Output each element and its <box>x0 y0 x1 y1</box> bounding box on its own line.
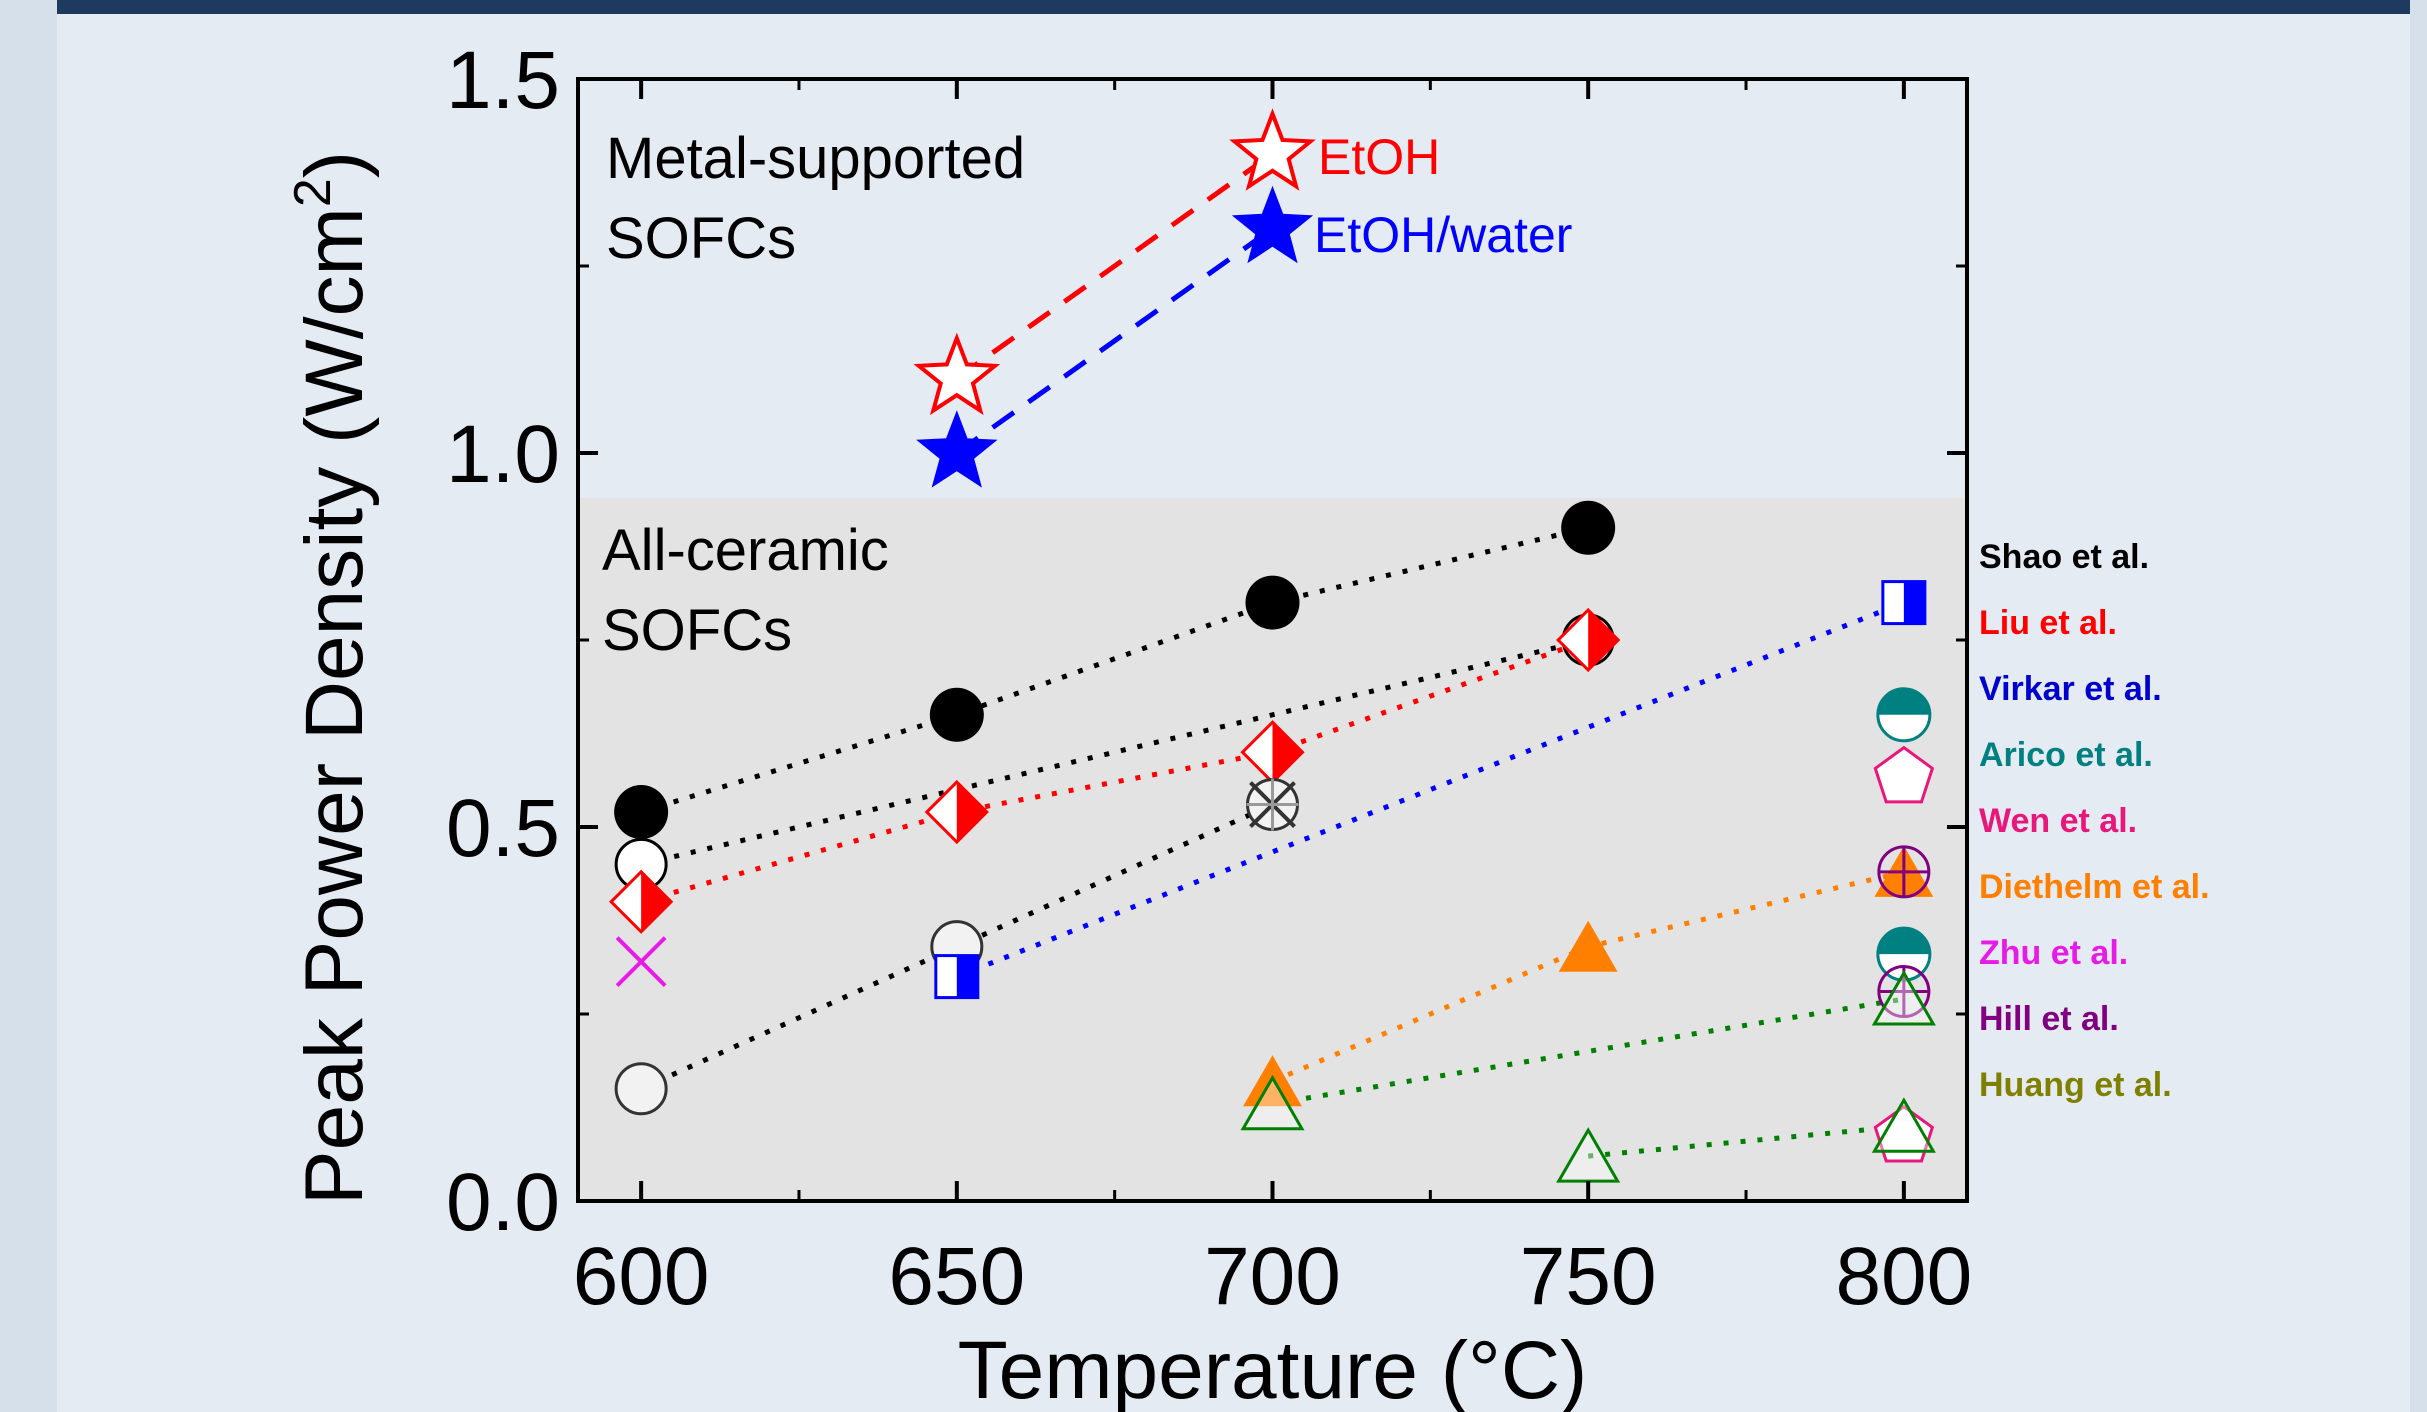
axis-ticks <box>578 77 1967 1203</box>
data-point <box>1871 1097 1936 1153</box>
y-axis-title: Peak Power Density (W/cm2) <box>284 151 380 1205</box>
legend-entry: Shao et al. <box>1979 538 2149 576</box>
legend: Shao et al. Liu et al. Virkar et al. Arico … <box>1979 538 2210 1104</box>
axis-tick-labels: 600 650 700 750 800 0.0 0.5 1.0 1.5 <box>446 35 1972 1322</box>
metal-supported-label-line1: Metal-supported <box>606 126 1025 191</box>
etoh-water-series-label: EtOH/water <box>1314 207 1572 263</box>
data-point <box>614 1062 668 1116</box>
data-point <box>1873 1104 1935 1163</box>
y-tick-label: 1.0 <box>446 409 560 500</box>
square-fill-icon <box>956 955 978 998</box>
x-tick-label: 800 <box>1835 1231 1972 1322</box>
legend-entry: Wen et al. <box>1979 802 2137 840</box>
legend-entry: Arico et al. <box>1979 736 2153 774</box>
circle-filled-icon <box>1245 575 1300 630</box>
data-point <box>1246 778 1299 831</box>
star-open-icon <box>1229 108 1316 191</box>
series-line <box>1587 1123 1905 1159</box>
circle-half-fill-icon <box>1877 928 1930 955</box>
etoh-series-label: EtOH <box>1318 129 1440 185</box>
data-point <box>1876 926 1932 982</box>
data-point <box>924 779 989 845</box>
legend-entry: Huang et al. <box>1979 1066 2172 1104</box>
triangle-filled-icon <box>1558 920 1618 972</box>
data-point <box>913 332 1001 416</box>
data-point <box>1561 500 1616 555</box>
y-axis-title-superscript: 2 <box>284 178 342 207</box>
x-tick-label: 650 <box>888 1231 1025 1322</box>
series-line <box>640 525 1589 815</box>
data-point <box>1871 970 1936 1026</box>
data-point <box>1873 745 1935 804</box>
all-ceramic-label-line2: SOFCs <box>602 598 792 663</box>
data-point <box>1229 108 1316 191</box>
series-line <box>955 226 1274 456</box>
data-point <box>614 785 669 840</box>
y-axis-title-close: ) <box>289 151 380 178</box>
x-axis-title: Temperature (°C) <box>958 1325 1588 1412</box>
diamond-fill-icon <box>1588 610 1619 670</box>
series-line <box>640 637 1590 905</box>
data-point <box>615 936 667 988</box>
circle-half-fill-icon <box>1877 688 1930 715</box>
legend-entry: Hill et al. <box>1979 1000 2119 1038</box>
data-point <box>609 869 674 934</box>
data-point <box>929 687 984 742</box>
diamond-fill-icon <box>956 782 987 843</box>
diamond-fill-icon <box>1272 722 1303 783</box>
data-point <box>934 954 980 1000</box>
triangle-open-icon <box>1240 1074 1305 1131</box>
series-line <box>1272 996 1905 1107</box>
data-point <box>1240 1074 1305 1131</box>
y-tick-label: 1.5 <box>446 35 560 126</box>
data-point <box>916 410 998 488</box>
pentagon-open-icon <box>1873 745 1935 804</box>
legend-entry: Diethelm et al. <box>1979 868 2210 906</box>
x-tick-label: 750 <box>1520 1231 1657 1322</box>
circle-grey-icon <box>614 1062 668 1116</box>
x-mark-icon <box>615 936 667 988</box>
y-tick-label: 0.5 <box>446 783 560 874</box>
data-point <box>1245 575 1300 630</box>
all-ceramic-label-line1: All-ceramic <box>602 518 889 583</box>
square-fill-icon <box>1903 581 1925 624</box>
star-filled-icon <box>916 410 998 488</box>
data-point <box>1876 687 1932 743</box>
series-markers <box>609 108 1936 1183</box>
data-point <box>1556 607 1621 673</box>
x-tick-label: 700 <box>1204 1231 1341 1322</box>
star-filled-icon <box>1231 185 1314 264</box>
diamond-fill-icon <box>641 871 672 932</box>
legend-entry: Virkar et al. <box>1979 670 2162 708</box>
circle-filled-icon <box>614 785 669 840</box>
circle-filled-icon <box>1561 500 1616 555</box>
data-point <box>1558 920 1618 972</box>
y-axis-title-main: Peak Power Density (W/cm <box>289 207 380 1205</box>
circle-filled-icon <box>929 687 984 742</box>
data-point <box>1231 185 1314 264</box>
triangle-open-icon <box>1871 970 1936 1026</box>
pentagon-open-icon <box>1873 1104 1935 1163</box>
series-line <box>955 151 1274 381</box>
data-point <box>1877 845 1931 899</box>
y-tick-label: 0.0 <box>446 1157 560 1248</box>
legend-entry: Liu et al. <box>1979 604 2117 642</box>
x-tick-label: 600 <box>573 1231 710 1322</box>
slide-top-bar <box>57 0 2410 14</box>
triangle-open-icon <box>1871 1097 1936 1153</box>
metal-supported-label-line2: SOFCs <box>606 206 796 271</box>
legend-entry: Zhu et al. <box>1979 934 2128 972</box>
data-point <box>1881 580 1927 626</box>
star-open-icon <box>913 332 1001 416</box>
